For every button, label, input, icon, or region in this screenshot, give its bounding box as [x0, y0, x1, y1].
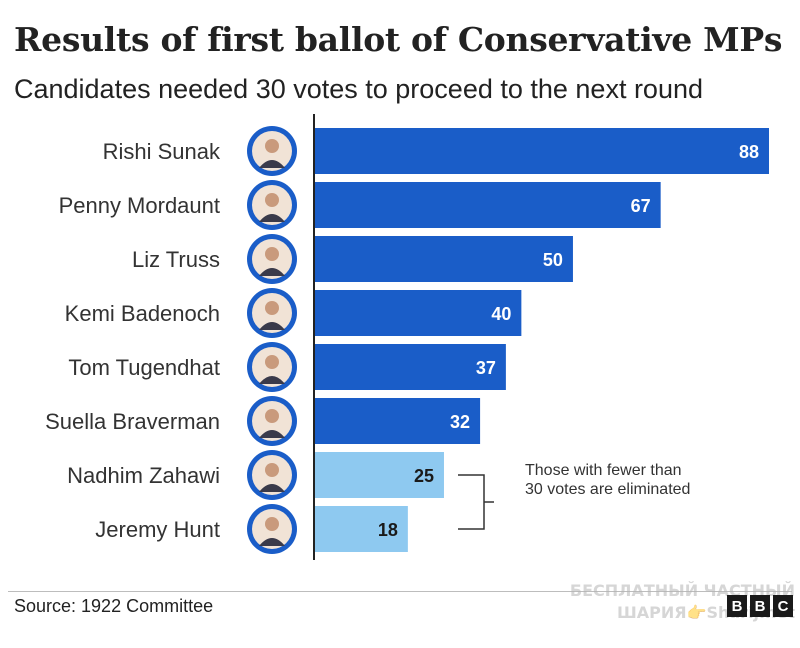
- source-note: Source: 1922 Committee: [14, 596, 214, 616]
- category-label: Nadhim Zahawi: [67, 463, 220, 488]
- footer-divider: [8, 591, 792, 592]
- category-label: Jeremy Hunt: [95, 517, 220, 542]
- category-label: Kemi Badenoch: [65, 301, 220, 326]
- bar: [315, 506, 408, 552]
- bbc-logo-letter: B: [727, 595, 747, 617]
- bar: [315, 344, 506, 390]
- avatar-icon: [247, 126, 297, 176]
- bar: [315, 128, 769, 174]
- bbc-logo-letter: C: [773, 595, 793, 617]
- avatar-icon: [247, 288, 297, 338]
- avatar-icon: [247, 450, 297, 500]
- bar: [315, 398, 481, 444]
- annotation-text: Those with fewer than: [525, 462, 682, 479]
- category-label: Rishi Sunak: [103, 139, 221, 164]
- bar-value-label: 50: [543, 250, 563, 270]
- category-label: Suella Braverman: [45, 409, 220, 434]
- chart-title: Results of first ballot of Conservative …: [14, 20, 783, 59]
- annotation-text: 30 votes are eliminated: [525, 481, 690, 498]
- bar-chart: Rishi Sunak 88 Penny Mordaunt 67 Liz Truss 50…: [45, 114, 769, 560]
- bar-value-label: 18: [378, 520, 398, 540]
- bbc-logo-letter: B: [750, 595, 770, 617]
- bar-value-label: 37: [476, 358, 496, 378]
- bar-value-label: 32: [450, 412, 470, 432]
- category-label: Liz Truss: [132, 247, 220, 272]
- category-label: Penny Mordaunt: [59, 193, 220, 218]
- bar: [315, 452, 444, 498]
- avatar-icon: [247, 396, 297, 446]
- category-label: Tom Tugendhat: [68, 355, 220, 380]
- avatar-icon: [247, 342, 297, 392]
- avatar-icon: [247, 180, 297, 230]
- avatar-icon: [247, 234, 297, 284]
- bar: [315, 236, 573, 282]
- bar: [315, 182, 661, 228]
- bar-value-label: 67: [631, 196, 651, 216]
- bbc-logo: B B C: [727, 595, 793, 617]
- elimination-bracket: [458, 474, 494, 530]
- bar-value-label: 40: [491, 304, 511, 324]
- avatar-icon: [247, 504, 297, 554]
- chart-subtitle: Candidates needed 30 votes to proceed to…: [14, 74, 704, 104]
- bar-value-label: 88: [739, 142, 759, 162]
- bar-value-label: 25: [414, 466, 434, 486]
- bar: [315, 290, 522, 336]
